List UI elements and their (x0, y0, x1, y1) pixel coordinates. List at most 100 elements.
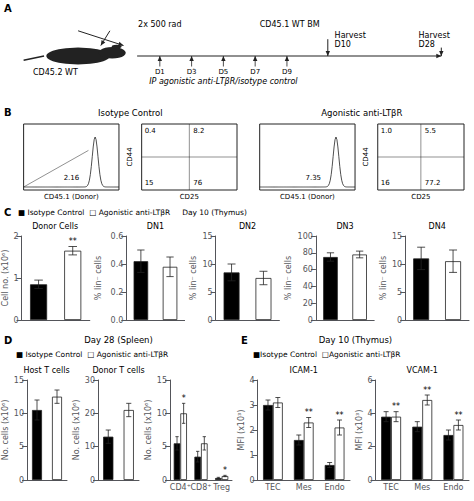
svg-text:0.6: 0.6 (111, 232, 124, 241)
svg-text:E: E (241, 335, 248, 346)
svg-text:100: 100 (298, 232, 313, 241)
svg-text:Host T cells: Host T cells (23, 366, 69, 375)
svg-text:2: 2 (13, 232, 18, 241)
svg-text:% lin⁻ cells: % lin⁻ cells (284, 256, 293, 300)
svg-text:8.2: 8.2 (193, 127, 204, 135)
svg-text:Day 10 (Thymus): Day 10 (Thymus) (319, 335, 392, 345)
svg-text:D9: D9 (282, 68, 292, 76)
svg-text:0: 0 (208, 316, 213, 325)
svg-text:CD45.2 WT: CD45.2 WT (33, 68, 78, 77)
svg-text:7.35: 7.35 (305, 174, 321, 182)
svg-text:CD45.1 WT BM: CD45.1 WT BM (260, 20, 320, 29)
svg-text:80: 80 (303, 248, 313, 257)
svg-text:Donor Cells: Donor Cells (32, 222, 78, 231)
svg-text:B: B (4, 107, 12, 118)
svg-text:10: 10 (157, 409, 167, 418)
svg-text:15: 15 (145, 179, 154, 187)
svg-text:10: 10 (85, 442, 95, 451)
svg-text:Mes: Mes (296, 483, 312, 492)
svg-text:**: ** (392, 402, 400, 411)
svg-text:5: 5 (162, 442, 167, 451)
svg-text:Donor T cells: Donor T cells (92, 366, 144, 375)
svg-text:CD25: CD25 (180, 193, 199, 201)
svg-text:10: 10 (14, 409, 24, 418)
svg-text:Endo: Endo (325, 483, 345, 492)
svg-text:1: 1 (249, 451, 254, 460)
svg-text:6: 6 (367, 376, 372, 385)
svg-text:0: 0 (13, 316, 18, 325)
svg-text:5.5: 5.5 (425, 127, 436, 135)
svg-text:TEC: TEC (382, 483, 399, 492)
svg-text:D5: D5 (218, 68, 228, 76)
svg-text:IP agonistic anti-LTβR/isotype: IP agonistic anti-LTβR/isotype control (149, 77, 298, 86)
svg-text:5: 5 (208, 288, 213, 297)
svg-text:*: * (182, 394, 186, 403)
svg-text:Endo: Endo (443, 483, 463, 492)
svg-text:CD45.1 (Donor): CD45.1 (Donor) (280, 193, 335, 201)
svg-text:0.0: 0.0 (111, 316, 124, 325)
svg-text:■ Isotype Control □ Agonistic: ■ Isotype Control □ Agonistic anti-LTβR (16, 350, 168, 359)
svg-text:D: D (4, 335, 12, 346)
svg-text:1: 1 (13, 274, 18, 283)
svg-text:0: 0 (162, 476, 167, 485)
svg-text:**: ** (454, 411, 462, 420)
svg-text:16: 16 (381, 179, 390, 187)
svg-text:% lin⁻ cells: % lin⁻ cells (189, 256, 198, 300)
svg-text:40: 40 (303, 282, 313, 291)
svg-text:MFI (x10³): MFI (x10³) (237, 410, 246, 451)
svg-text:76: 76 (193, 179, 202, 187)
svg-text:■ Isotype Control □ Agonistic: ■ Isotype Control □ Agonistic anti-LTβR … (18, 208, 247, 217)
svg-text:0: 0 (19, 476, 24, 485)
svg-text:D3: D3 (187, 68, 197, 76)
svg-text:No. cells (x10⁶): No. cells (x10⁶) (72, 400, 81, 461)
svg-text:3: 3 (249, 401, 254, 410)
svg-text:20: 20 (85, 409, 95, 418)
svg-text:ICAM-1: ICAM-1 (290, 366, 318, 375)
svg-text:DN1: DN1 (147, 222, 164, 231)
svg-text:2.16: 2.16 (64, 174, 80, 182)
svg-text:20: 20 (303, 299, 313, 308)
svg-text:2: 2 (367, 442, 372, 451)
svg-text:15: 15 (14, 376, 24, 385)
svg-text:Isotype Control: Isotype Control (98, 108, 163, 118)
svg-text:Day 28 (Spleen): Day 28 (Spleen) (84, 335, 153, 345)
svg-text:**: ** (336, 411, 344, 420)
svg-text:30: 30 (85, 376, 95, 385)
svg-text:No. cells (x10⁶): No. cells (x10⁶) (144, 400, 153, 461)
svg-text:TEC: TEC (264, 483, 281, 492)
svg-text:D1: D1 (155, 68, 165, 76)
svg-text:A: A (4, 3, 12, 14)
svg-text:*: * (223, 466, 227, 475)
svg-text:**: ** (423, 386, 431, 395)
svg-text:0: 0 (90, 476, 95, 485)
svg-text:0: 0 (367, 476, 372, 485)
svg-text:**: ** (305, 408, 313, 417)
svg-text:D10: D10 (335, 40, 351, 49)
svg-text:CD25: CD25 (411, 193, 430, 201)
svg-text:Mes: Mes (414, 483, 430, 492)
svg-text:DN4: DN4 (428, 222, 445, 231)
svg-text:15: 15 (157, 376, 167, 385)
svg-text:■Isotype Control □Agonistic a: ■Isotype Control □Agonistic anti-LTβR (253, 350, 400, 359)
svg-text:77.2: 77.2 (425, 179, 441, 187)
svg-text:0.4: 0.4 (145, 127, 157, 135)
svg-text:DN3: DN3 (336, 222, 353, 231)
svg-text:4: 4 (367, 409, 372, 418)
svg-text:0.4: 0.4 (111, 260, 124, 269)
svg-text:15: 15 (392, 232, 402, 241)
svg-text:% lin⁻ cells: % lin⁻ cells (94, 256, 103, 300)
svg-text:Harvest: Harvest (335, 31, 366, 40)
svg-text:D7: D7 (250, 68, 260, 76)
svg-text:4: 4 (249, 376, 254, 385)
svg-text:MFI (x10³): MFI (x10³) (355, 410, 364, 451)
svg-text:0: 0 (308, 316, 313, 325)
svg-text:CD8⁺: CD8⁺ (190, 483, 211, 492)
svg-text:Harvest: Harvest (419, 31, 450, 40)
svg-text:2x 500 rad: 2x 500 rad (138, 20, 181, 29)
svg-text:% lin⁻ cells: % lin⁻ cells (379, 256, 388, 300)
svg-text:C: C (4, 207, 11, 218)
svg-text:10: 10 (202, 260, 212, 269)
svg-text:5: 5 (19, 442, 24, 451)
svg-text:5: 5 (397, 288, 402, 297)
svg-text:1.0: 1.0 (381, 127, 392, 135)
